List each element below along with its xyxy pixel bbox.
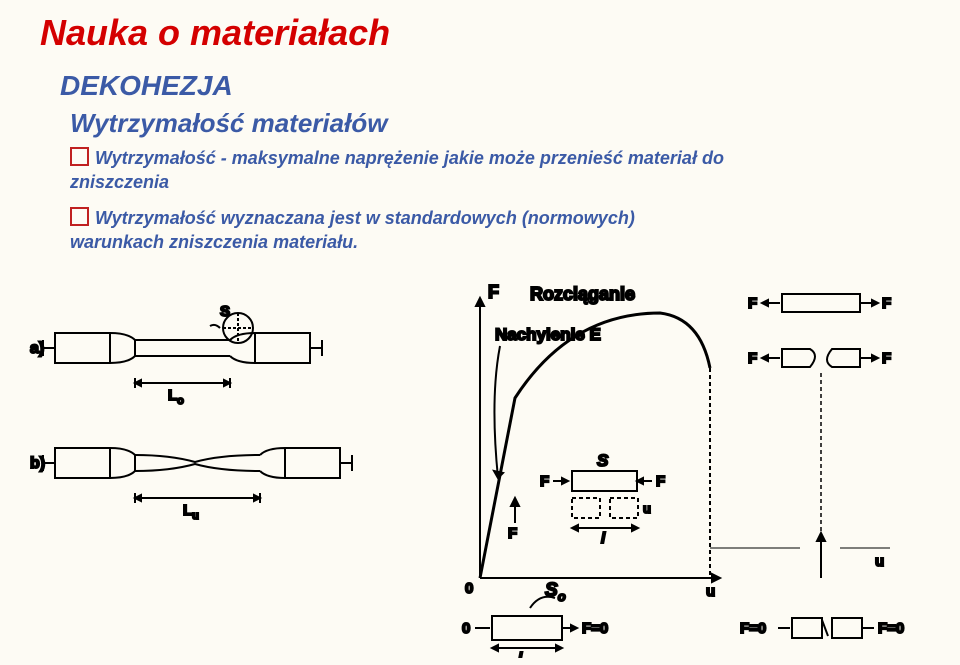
label-nachylenie: Nachylenie E (495, 325, 601, 344)
page-title: Nauka o materiałach (40, 12, 390, 54)
bullet-square-icon (70, 147, 89, 166)
subtitle-wytrzymalosc: Wytrzymałość materiałów (70, 108, 387, 139)
svg-text:F: F (656, 473, 665, 490)
bullet-2: Wytrzymałość wyznaczana jest w standardo… (70, 206, 870, 255)
specimen-a: S Lo (43, 303, 322, 407)
label-origin: 0 (465, 580, 473, 597)
svg-text:F: F (748, 350, 757, 367)
stress-strain-chart: F Rozciąganie Nachylenie E 0 u F F S (462, 282, 720, 658)
bullet-square-icon (70, 207, 89, 226)
svg-text:F: F (540, 473, 549, 490)
bullet-1-text-b: zniszczenia (70, 172, 169, 192)
label-F-axis: F (488, 282, 499, 302)
bullet-2-text-b: warunkach zniszczenia materiału. (70, 232, 358, 252)
label-L0: Lo (168, 387, 184, 407)
svg-text:F: F (882, 295, 891, 312)
label-F0-right: F=0 (878, 620, 904, 637)
svg-text:l: l (601, 530, 606, 547)
bullet-1: Wytrzymałość - maksymalne naprężenie jak… (70, 146, 870, 195)
svg-text:S: S (597, 451, 609, 470)
label-rozciaganie: Rozciąganie (530, 284, 635, 304)
svg-text:u: u (875, 553, 884, 570)
tensile-diagram: a) S (20, 278, 940, 658)
svg-text:F: F (882, 350, 891, 367)
deformation-sequence: F F F F u F=0 (710, 294, 904, 638)
label-l0: lo (518, 650, 529, 658)
svg-text:F=0: F=0 (582, 620, 608, 637)
label-u-axis: u (706, 583, 715, 600)
label-s-small: S (220, 303, 230, 320)
specimen-b: Lu (43, 448, 352, 522)
label-F-elastic: F (508, 525, 517, 542)
label-S0: So (545, 580, 566, 604)
inset-specimen: F S F u l (540, 451, 665, 547)
label-F0-left: F=0 (740, 620, 766, 637)
svg-text:F: F (748, 295, 757, 312)
svg-text:u: u (643, 501, 651, 516)
bottom-ref-specimen: 0 F=0 So lo (462, 580, 608, 658)
bullet-2-text-a: Wytrzymałość wyznaczana jest w standardo… (95, 208, 635, 228)
svg-text:0: 0 (462, 620, 470, 637)
subtitle-dekohezja: DEKOHEZJA (60, 70, 233, 102)
label-Lu: Lu (183, 502, 199, 522)
bullet-1-text-a: Wytrzymałość - maksymalne naprężenie jak… (95, 148, 724, 168)
